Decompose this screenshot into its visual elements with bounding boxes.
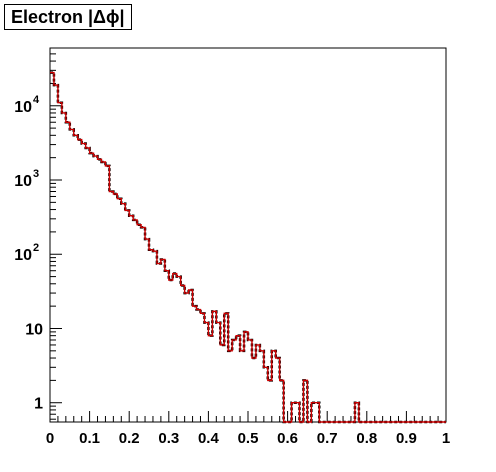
- x-tick-label: 0.8: [356, 430, 377, 447]
- y-tick-label: 10: [14, 99, 32, 116]
- x-tick-label: 0.7: [317, 430, 338, 447]
- y-tick-exponent: 2: [33, 242, 39, 254]
- y-tick-exponent: 4: [33, 94, 40, 106]
- x-tick-label: 0: [46, 430, 54, 447]
- y-tick-label: 10: [14, 173, 32, 190]
- x-tick-label: 0.6: [277, 430, 298, 447]
- x-tick-label: 0.3: [158, 430, 179, 447]
- histogram-series-solid: [50, 71, 446, 423]
- x-tick-label: 0.2: [119, 430, 140, 447]
- x-tick-label: 1: [442, 430, 450, 447]
- plot-frame: [49, 47, 447, 423]
- y-tick-label: 10: [14, 247, 32, 264]
- histogram-series-dashed: [50, 71, 446, 424]
- x-tick-label: 0.1: [79, 430, 100, 447]
- series-layer: [50, 71, 446, 424]
- chart-title: Electron |Δϕ|: [4, 4, 132, 30]
- x-tick-label: 0.9: [396, 430, 417, 447]
- axes: [49, 47, 447, 422]
- y-tick-label: 10: [25, 321, 43, 338]
- x-tick-label: 0.5: [238, 430, 259, 447]
- x-tick-label: 0.4: [198, 430, 220, 447]
- y-tick-label: 1: [34, 396, 43, 413]
- y-tick-exponent: 3: [33, 168, 39, 180]
